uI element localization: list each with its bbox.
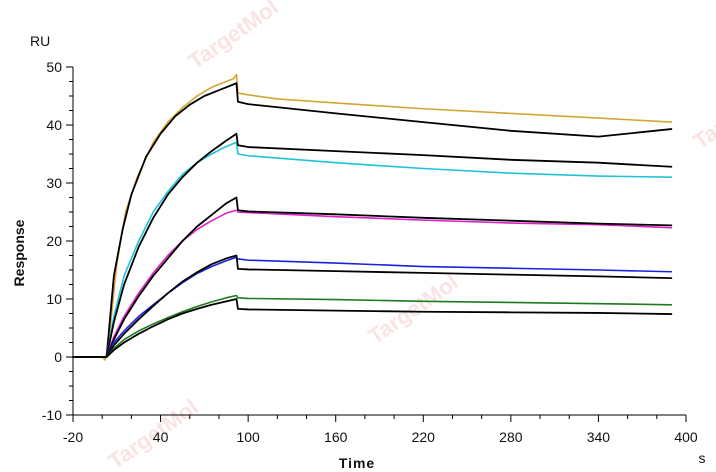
x-unit-label: s bbox=[699, 450, 706, 466]
x-tick-label: 40 bbox=[153, 429, 169, 445]
y-tick-label: 40 bbox=[46, 117, 62, 133]
y-ticks: -10 0 10 20 30 40 50 bbox=[42, 59, 73, 423]
y-tick-label: 0 bbox=[54, 349, 62, 365]
series-layer bbox=[72, 73, 673, 361]
x-tick-label: 340 bbox=[587, 429, 611, 445]
y-tick-label: -10 bbox=[42, 407, 62, 423]
watermark-text-1: TargetMol bbox=[184, 0, 283, 74]
series-line-4-fit bbox=[72, 132, 673, 358]
x-ticks: -20 40 100 160 220 280 340 400 bbox=[63, 415, 698, 445]
series-line-6-fit bbox=[72, 196, 673, 358]
series-line-2-fit bbox=[72, 82, 673, 358]
x-axis-title: Time bbox=[339, 455, 375, 471]
y-tick-label: 20 bbox=[46, 233, 62, 249]
series-line-5-measured bbox=[72, 209, 673, 358]
y-tick-label: 30 bbox=[46, 175, 62, 191]
series-line-9-measured bbox=[72, 294, 673, 358]
y-tick-label: 10 bbox=[46, 291, 62, 307]
series-line-3-measured bbox=[72, 141, 673, 358]
y-unit-label: RU bbox=[30, 33, 50, 49]
x-tick-label: 400 bbox=[674, 429, 698, 445]
series-line-8-fit bbox=[72, 254, 673, 358]
series-line-10-fit bbox=[72, 298, 673, 358]
y-tick-label: 50 bbox=[46, 59, 62, 75]
x-tick-label: -20 bbox=[63, 429, 83, 445]
x-tick-label: 160 bbox=[324, 429, 348, 445]
x-tick-label: 280 bbox=[499, 429, 523, 445]
series-line-1-measured bbox=[72, 73, 673, 361]
x-tick-label: 100 bbox=[236, 429, 260, 445]
x-tick-label: 220 bbox=[412, 429, 436, 445]
series-line-7-measured bbox=[72, 256, 673, 358]
watermark-text-2: TargetMol bbox=[364, 269, 463, 349]
watermark-layer: TargetMol TargetMol TargetMol TargetMol bbox=[104, 0, 716, 472]
y-axis-title: Response bbox=[11, 219, 27, 286]
watermark-text-3: TargetMol bbox=[689, 74, 716, 154]
